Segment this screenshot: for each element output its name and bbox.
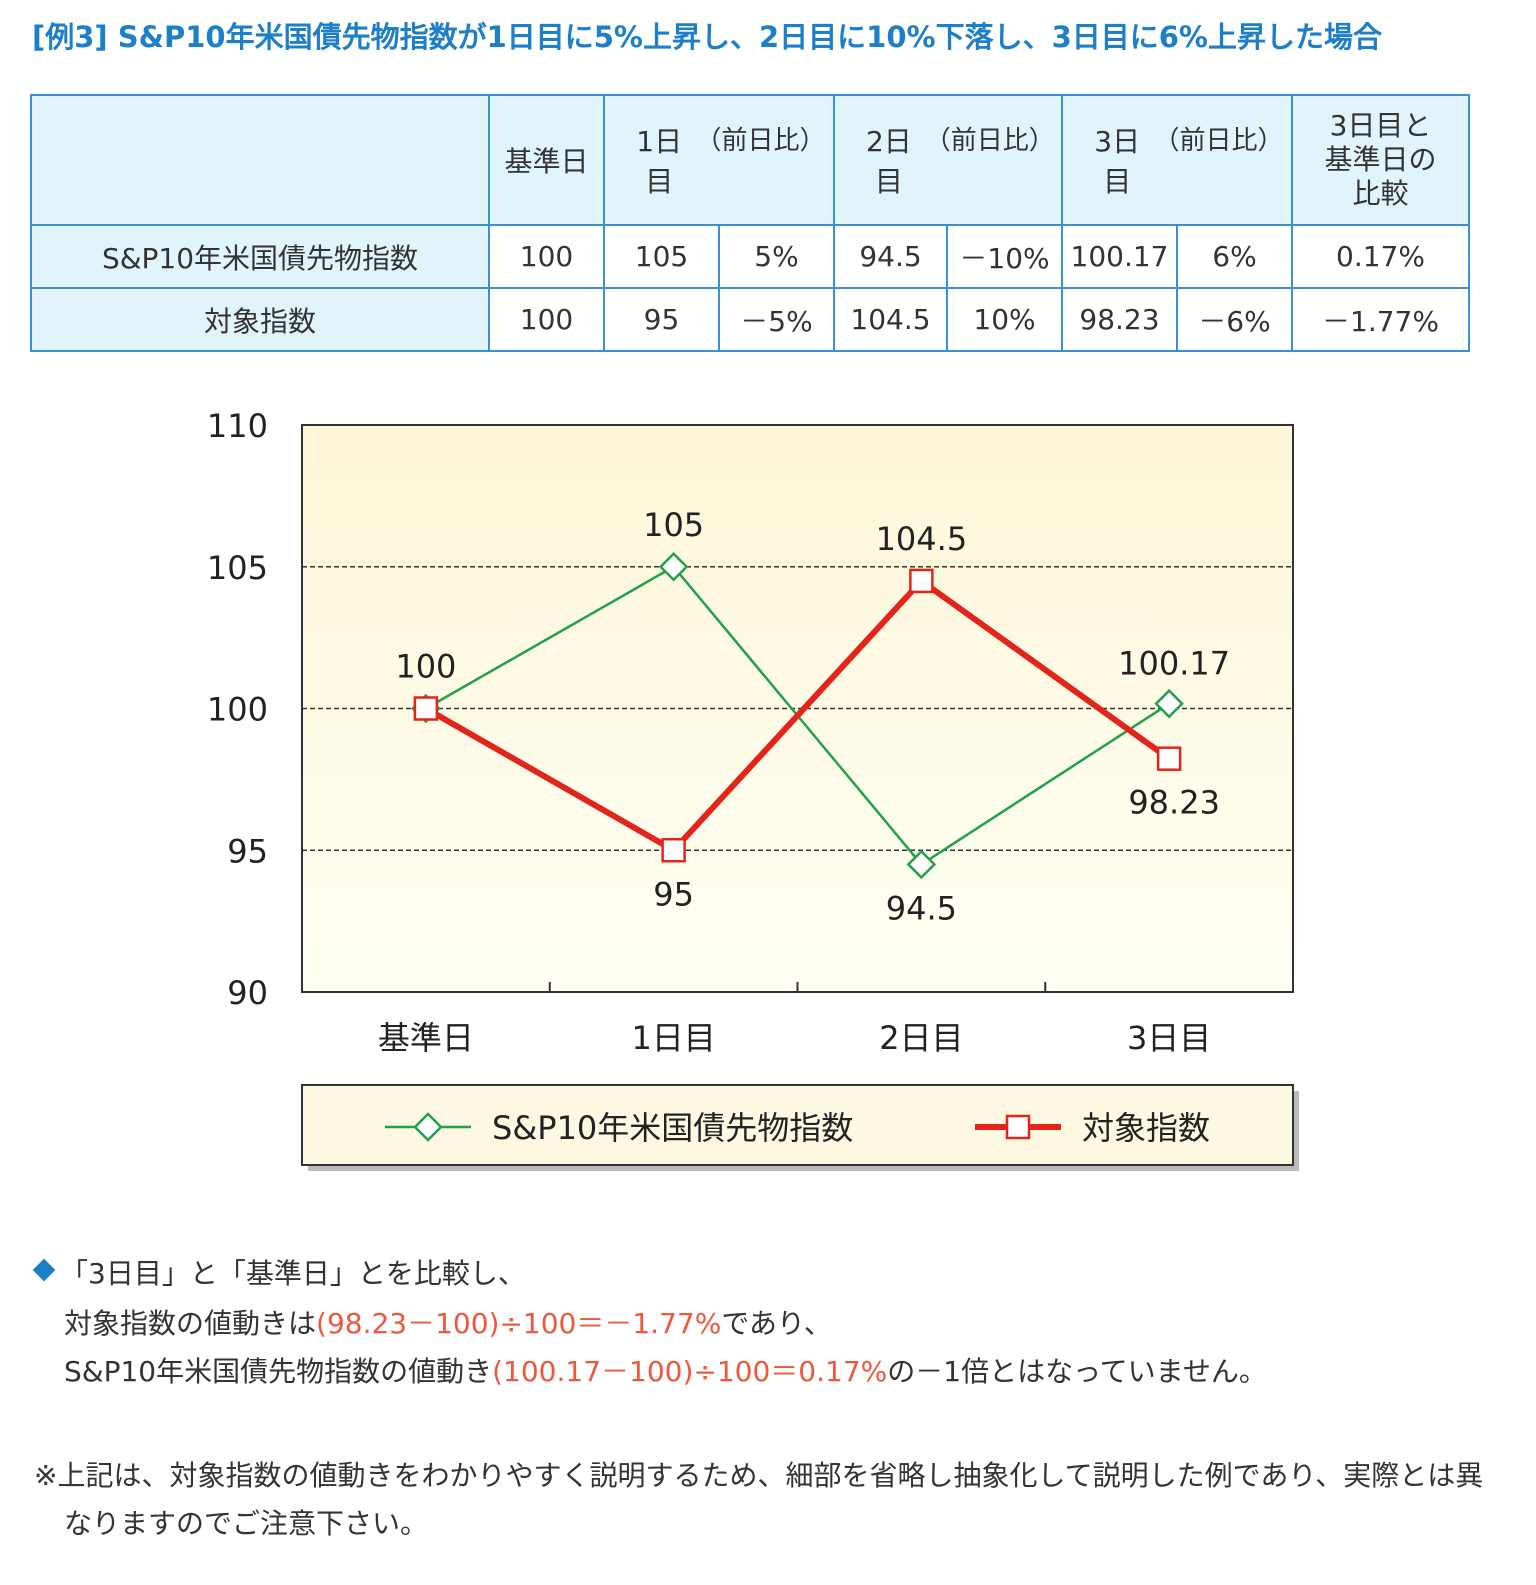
table-cell: 98.23 bbox=[1061, 287, 1178, 352]
day-label: 1日目 bbox=[636, 125, 683, 198]
note-line: S&P10年米国債先物指数の値動き(100.17－100)÷100＝0.17%の… bbox=[64, 1350, 1267, 1390]
header-pair: 3日目 （前日比） bbox=[1063, 120, 1291, 200]
legend-marker bbox=[413, 1112, 443, 1142]
header-line: 基準日の bbox=[1324, 143, 1437, 176]
table-cell: －10% bbox=[946, 224, 1063, 289]
change-label: （前日比） bbox=[924, 126, 1055, 156]
header-cell: 3日目と 基準日の 比較 bbox=[1291, 94, 1470, 226]
note-line: 対象指数の値動きは(98.23－100)÷100＝－1.77%であり、 bbox=[64, 1302, 832, 1342]
formula: (100.17－100)÷100＝0.17% bbox=[492, 1355, 888, 1388]
header-row: 基準日 1日目 （前日比） 2日目 （前日比） 3日目 （前日比） 3日目と 基準日の 比較 bbox=[30, 94, 1470, 226]
note-line: 「3日目」と「基準日」とを比較し、 bbox=[60, 1252, 526, 1292]
chart: 90 95 100 105 110 基準日 1日目 2日目 3日目 100 105 94.5 100.1… bbox=[207, 407, 1299, 1171]
data-label: 94.5 bbox=[886, 889, 957, 927]
data-point bbox=[658, 551, 689, 582]
header-cell: 1日目 （前日比） bbox=[603, 94, 835, 226]
data-label: 100.17 bbox=[1118, 645, 1230, 683]
data-point bbox=[906, 849, 937, 880]
table-cell: 10% bbox=[946, 287, 1063, 352]
table-cell: －5% bbox=[718, 287, 835, 352]
table-cell: 0.17% bbox=[1291, 224, 1470, 289]
header-cell: 基準日 bbox=[488, 94, 605, 226]
table-cell: 100.17 bbox=[1061, 224, 1178, 289]
legend bbox=[301, 1084, 1294, 1166]
table-cell: 5% bbox=[718, 224, 835, 289]
table-cell: －6% bbox=[1176, 287, 1293, 352]
data-point bbox=[413, 696, 439, 721]
corner-cell bbox=[30, 94, 490, 226]
data-label: 95 bbox=[653, 875, 694, 913]
header-cell: 3日目 （前日比） bbox=[1061, 94, 1293, 226]
header-line: 3日目と bbox=[1329, 109, 1432, 142]
y-tick-label: 100 bbox=[207, 691, 268, 729]
header-pair: 2日目 （前日比） bbox=[835, 120, 1061, 200]
x-tick-label: 2日目 bbox=[879, 1019, 963, 1057]
data-point bbox=[661, 838, 686, 863]
table-cell: 6% bbox=[1176, 224, 1293, 289]
data-label: 104.5 bbox=[876, 520, 968, 558]
series-line bbox=[424, 576, 1171, 855]
x-tick-label: 3日目 bbox=[1127, 1019, 1211, 1057]
change-label: （前日比） bbox=[1153, 126, 1284, 156]
table-cell: 100 bbox=[488, 224, 605, 289]
legend-label: 対象指数 bbox=[1082, 1109, 1210, 1147]
legend-marker bbox=[1005, 1114, 1031, 1140]
data-point bbox=[1154, 688, 1184, 719]
note-text: S&P10年米国債先物指数の値動き bbox=[64, 1355, 493, 1388]
data-label: 105 bbox=[643, 506, 704, 544]
row-label: 対象指数 bbox=[30, 287, 490, 352]
header-cell: 2日目 （前日比） bbox=[833, 94, 1063, 226]
y-tick-label: 95 bbox=[227, 832, 268, 870]
data-table: 基準日 1日目 （前日比） 2日目 （前日比） 3日目 （前日比） 3日目と 基準日の 比較 S&P… bbox=[30, 94, 1470, 352]
title: [例3] S&P10年米国債先物指数が1日目に5%上昇し、2日目に10%下落し、… bbox=[32, 20, 1382, 54]
day-label: 3日目 bbox=[1094, 125, 1141, 198]
header-pair: 1日目 （前日比） bbox=[605, 120, 833, 200]
table-row: 対象指数 100 95 －5% 104.5 10% 98.23 －6% －1.77% bbox=[30, 287, 1470, 352]
note-text: であり、 bbox=[721, 1307, 832, 1340]
y-tick-label: 90 bbox=[227, 974, 268, 1012]
data-label: 100 bbox=[395, 648, 456, 686]
table-cell: 105 bbox=[603, 224, 720, 289]
y-tick-label: 105 bbox=[207, 549, 268, 587]
note-text: 「3日目」と「基準日」とを比較し、 bbox=[60, 1257, 526, 1290]
table-cell: －1.77% bbox=[1291, 287, 1470, 352]
footnote: ※上記は、対象指数の値動きをわかりやすく説明するため、細部を省略し抽象化して説明… bbox=[34, 1459, 1484, 1540]
change-label: （前日比） bbox=[695, 126, 826, 156]
legend-label: S&P10年米国債先物指数 bbox=[492, 1109, 853, 1147]
table-cell: 100 bbox=[488, 287, 605, 352]
note-text: の－1倍とはなっていません。 bbox=[887, 1355, 1267, 1388]
note-text: 対象指数の値動きは bbox=[64, 1307, 317, 1340]
table-cell: 104.5 bbox=[833, 287, 948, 352]
bullet-icon bbox=[32, 1258, 56, 1282]
data-point bbox=[1156, 746, 1182, 771]
table-row: S&P10年米国債先物指数 100 105 5% 94.5 －10% 100.17 6% 0.1… bbox=[30, 224, 1470, 289]
day-label: 2日目 bbox=[865, 125, 912, 198]
x-tick-label: 1日目 bbox=[631, 1019, 715, 1057]
header-line: 比較 bbox=[1352, 177, 1409, 210]
data-label: 98.23 bbox=[1128, 784, 1220, 822]
table-cell: 95 bbox=[603, 287, 720, 352]
formula: (98.23－100)÷100＝－1.77% bbox=[316, 1307, 722, 1340]
y-tick-label: 110 bbox=[207, 407, 268, 445]
x-tick-label: 基準日 bbox=[378, 1019, 474, 1057]
table-cell: 94.5 bbox=[833, 224, 948, 289]
data-point bbox=[909, 568, 934, 594]
row-label: S&P10年米国債先物指数 bbox=[30, 224, 490, 289]
